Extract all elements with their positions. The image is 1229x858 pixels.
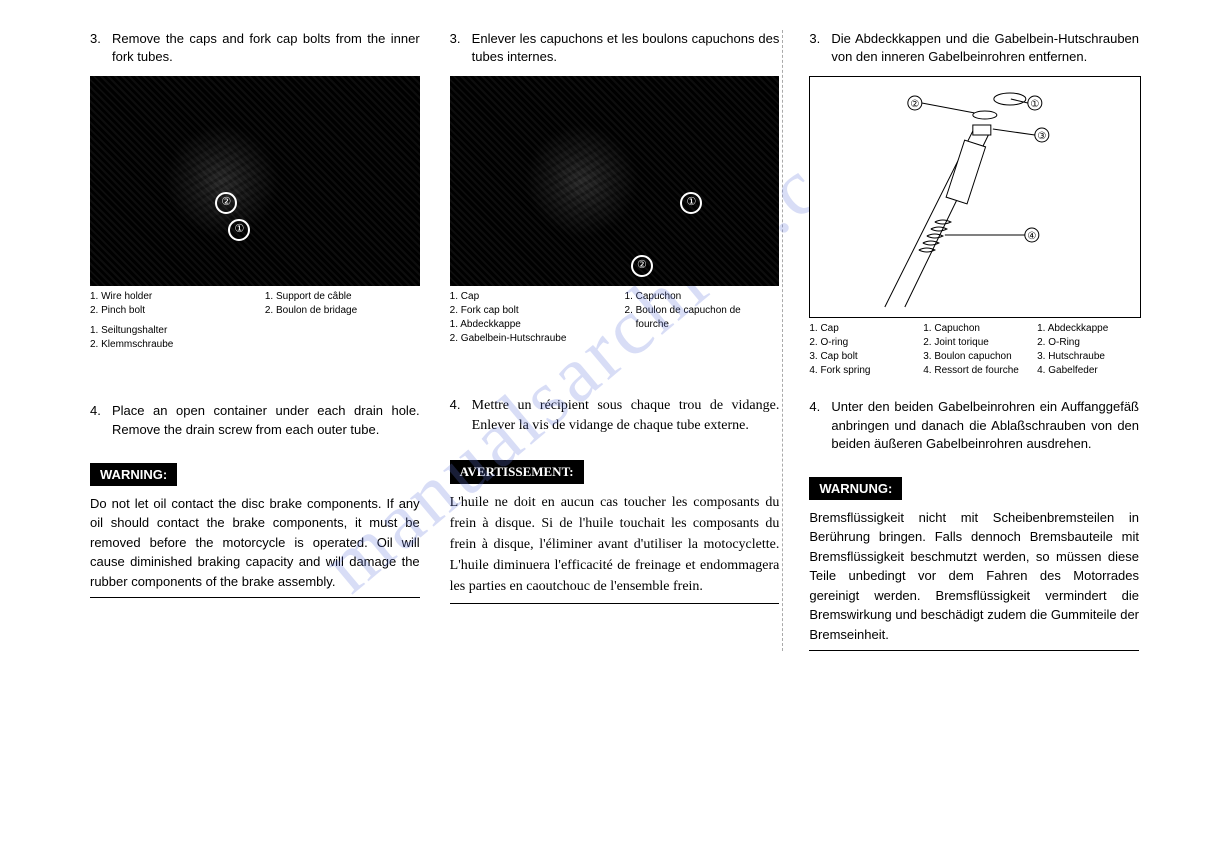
caption-line: 1. Cap (450, 290, 605, 304)
svg-text:④: ④ (1028, 231, 1037, 242)
caption-col: 1. Wire holder 2. Pinch bolt 1. Seiltung… (90, 290, 245, 352)
warning-text: Do not let oil contact the disc brake co… (90, 494, 420, 599)
step-4: 4. Unter den beiden Gabelbeinrohren ein … (809, 398, 1139, 453)
warning-text: Bremsflüssigkeit nicht mit Scheibenbrems… (809, 508, 1139, 652)
caption-col: 1. Capuchon 2. Boulon de capuchon de fou… (625, 290, 780, 346)
warning-label: WARNING: (90, 463, 177, 486)
step-number: 4. (450, 396, 472, 435)
caption-line: 1. Seiltungshalter (90, 324, 245, 338)
caption-line: 4. Ressort de fourche (923, 364, 1025, 378)
caption-line: 1. Capuchon (625, 290, 780, 304)
photo-fork-caps: ② ① (90, 76, 420, 286)
caption-line: 3. Hutschraube (1037, 350, 1139, 364)
step-3: 3. Enlever les capuchons et les boulons … (450, 30, 780, 66)
callout-2: ② (215, 192, 237, 214)
caption-line: 4. Fork spring (809, 364, 911, 378)
column-french: 3. Enlever les capuchons et les boulons … (450, 30, 780, 651)
caption-line: 1. Cap (809, 322, 911, 336)
step-number: 3. (450, 30, 472, 66)
step-text: Unter den beiden Gabelbeinrohren ein Auf… (831, 398, 1139, 453)
caption-col: 1. Cap 2. O-ring 3. Cap bolt 4. Fork spr… (809, 322, 911, 378)
caption-line: 2. Fork cap bolt (450, 304, 605, 318)
step-number: 3. (809, 30, 831, 66)
caption-line: 2. Klemmschraube (90, 338, 245, 352)
caption-line: 2. Pinch bolt (90, 304, 245, 318)
caption-line: 2. Joint torique (923, 336, 1025, 350)
step-text: Place an open container under each drain… (112, 402, 420, 438)
step-number: 4. (90, 402, 112, 438)
caption-col: 1. Cap 2. Fork cap bolt 1. Abdeckkappe 2… (450, 290, 605, 346)
diagram-svg: ② ① ③ ④ (810, 77, 1140, 317)
svg-text:②: ② (911, 99, 920, 110)
step-4: 4. Place an open container under each dr… (90, 402, 420, 438)
caption-line: 3. Boulon capuchon (923, 350, 1025, 364)
warning-label: AVERTISSEMENT: (450, 460, 584, 484)
column-english: 3. Remove the caps and fork cap bolts fr… (90, 30, 420, 651)
callout-2: ② (631, 255, 653, 277)
diagram-fork-exploded: ② ① ③ ④ (809, 76, 1141, 318)
step-number: 3. (90, 30, 112, 66)
caption-line: 1. Capuchon (923, 322, 1025, 336)
svg-text:③: ③ (1038, 131, 1047, 142)
step-3: 3. Die Abdeckkappen und die Gabelbein-Hu… (809, 30, 1139, 66)
step-text: Remove the caps and fork cap bolts from … (112, 30, 420, 66)
step-number: 4. (809, 398, 831, 453)
caption-line: 3. Cap bolt (809, 350, 911, 364)
caption-line: fourche (625, 318, 780, 332)
caption-col: 1. Abdeckkappe 2. O-Ring 3. Hutschraube … (1037, 322, 1139, 378)
step-text: Enlever les capuchons et les boulons cap… (472, 30, 780, 66)
caption-col: 1. Capuchon 2. Joint torique 3. Boulon c… (923, 322, 1025, 378)
caption-line: 1. Support de câble (265, 290, 420, 304)
caption-line: 2. Boulon de bridage (265, 304, 420, 318)
caption-line: 1. Abdeckkappe (450, 318, 605, 332)
column-german: 3. Die Abdeckkappen und die Gabelbein-Hu… (809, 30, 1139, 651)
diagram-captions: 1. Cap 2. O-ring 3. Cap bolt 4. Fork spr… (809, 322, 1139, 378)
caption-line: 2. O-ring (809, 336, 911, 350)
photo-captions: 1. Cap 2. Fork cap bolt 1. Abdeckkappe 2… (450, 290, 780, 346)
caption-line: 1. Abdeckkappe (1037, 322, 1139, 336)
photo-fork-caps: ① ② (450, 76, 780, 286)
step-text: Die Abdeckkappen und die Gabelbein-Hutsc… (831, 30, 1139, 66)
step-4: 4. Mettre un récipient sous chaque trou … (450, 396, 780, 435)
caption-line: 2. O-Ring (1037, 336, 1139, 350)
step-3: 3. Remove the caps and fork cap bolts fr… (90, 30, 420, 66)
warning-label: WARNUNG: (809, 477, 902, 500)
caption-line: 2. Gabelbein-Hutschraube (450, 332, 605, 346)
manual-page: manualsarchive.com 3. Remove the caps an… (90, 30, 1139, 651)
photo-captions: 1. Wire holder 2. Pinch bolt 1. Seiltung… (90, 290, 420, 352)
caption-line: 1. Wire holder (90, 290, 245, 304)
svg-text:①: ① (1031, 99, 1040, 110)
column-divider (782, 30, 783, 651)
caption-col: 1. Support de câble 2. Boulon de bridage (265, 290, 420, 352)
caption-line: 2. Boulon de capuchon de (625, 304, 780, 318)
caption-line: 4. Gabelfeder (1037, 364, 1139, 378)
step-text: Mettre un récipient sous chaque trou de … (472, 396, 780, 435)
warning-text: L'huile ne doit en aucun cas toucher les… (450, 492, 780, 604)
